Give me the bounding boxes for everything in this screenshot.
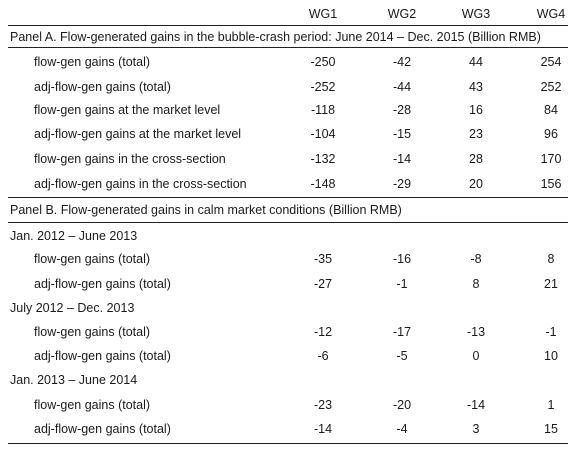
period-row: July 2012 – Dec. 2013 xyxy=(8,298,568,318)
panel-b-rule xyxy=(8,222,568,223)
cell-wg2: -1 xyxy=(396,277,408,291)
cell-wg1: -27 xyxy=(313,277,333,291)
row-label: flow-gen gains (total) xyxy=(34,252,151,266)
cell-wg3: 16 xyxy=(469,103,483,117)
table-row: flow-gen gains in the cross-section -132… xyxy=(8,149,568,169)
cell-wg3: -8 xyxy=(470,252,482,266)
cell-wg4: 84 xyxy=(544,103,558,117)
column-header-wg1: WG1 xyxy=(308,7,338,21)
cell-wg4: 252 xyxy=(540,80,562,94)
period-row: Jan. 2013 – June 2014 xyxy=(8,370,568,390)
column-header-wg4: WG4 xyxy=(536,7,566,21)
cell-wg4: 254 xyxy=(540,55,562,69)
table-row: adj-flow-gen gains in the cross-section … xyxy=(8,174,568,194)
cell-wg2: -44 xyxy=(392,80,412,94)
cell-wg4: 15 xyxy=(544,422,558,436)
table-row: flow-gen gains (total) -250 -42 44 254 xyxy=(8,52,568,72)
cell-wg4: 96 xyxy=(544,127,558,141)
cell-wg3: 8 xyxy=(472,277,480,291)
table-row: flow-gen gains (total) -23 -20 -14 1 xyxy=(8,395,568,415)
row-label: flow-gen gains (total) xyxy=(34,55,151,69)
cell-wg1: -118 xyxy=(310,103,336,117)
cell-wg3: 20 xyxy=(469,177,483,191)
cell-wg1: -35 xyxy=(313,252,333,266)
row-label: flow-gen gains at the market level xyxy=(34,103,221,117)
row-label: flow-gen gains (total) xyxy=(34,398,151,412)
cell-wg3: -13 xyxy=(466,325,486,339)
cell-wg4: -1 xyxy=(545,325,557,339)
cell-wg2: -16 xyxy=(392,252,412,266)
cell-wg4: 10 xyxy=(544,349,558,363)
cell-wg4: 156 xyxy=(540,177,562,191)
panel-b-title-row: Panel B. Flow-generated gains in calm ma… xyxy=(8,200,568,220)
row-label: flow-gen gains (total) xyxy=(34,325,151,339)
cell-wg3: -14 xyxy=(466,398,486,412)
cell-wg1: -23 xyxy=(313,398,333,412)
panel-b-title: Panel B. Flow-generated gains in calm ma… xyxy=(10,203,402,217)
row-label: adj-flow-gen gains (total) xyxy=(34,277,171,291)
cell-wg3: 23 xyxy=(469,127,483,141)
cell-wg2: -14 xyxy=(392,152,412,166)
row-label: adj-flow-gen gains in the cross-section xyxy=(34,177,247,191)
cell-wg3: 44 xyxy=(469,55,483,69)
cell-wg3: 3 xyxy=(472,422,480,436)
cell-wg1: -132 xyxy=(310,152,336,166)
cell-wg2: -17 xyxy=(392,325,412,339)
cell-wg4: 170 xyxy=(540,152,562,166)
period-label: Jan. 2012 – June 2013 xyxy=(10,229,138,243)
column-header-wg3: WG3 xyxy=(461,7,491,21)
table-row: adj-flow-gen gains (total) -27 -1 8 21 xyxy=(8,274,568,294)
panel-a-bottom-rule xyxy=(8,197,568,198)
table-row: flow-gen gains at the market level -118 … xyxy=(8,100,568,120)
header-rule xyxy=(8,25,568,26)
cell-wg4: 8 xyxy=(547,252,555,266)
panel-a-rule xyxy=(8,47,568,48)
table-row: adj-flow-gen gains at the market level -… xyxy=(8,124,568,144)
period-label: Jan. 2013 – June 2014 xyxy=(10,373,138,387)
period-label: July 2012 – Dec. 2013 xyxy=(10,301,135,315)
cell-wg1: -148 xyxy=(310,177,336,191)
row-label: adj-flow-gen gains at the market level xyxy=(34,127,242,141)
column-header-wg2: WG2 xyxy=(387,7,417,21)
table-bottom-rule xyxy=(8,443,568,444)
period-row: Jan. 2012 – June 2013 xyxy=(8,226,568,246)
row-label: adj-flow-gen gains (total) xyxy=(34,422,171,436)
cell-wg2: -20 xyxy=(392,398,412,412)
row-label: adj-flow-gen gains (total) xyxy=(34,80,171,94)
table-row: flow-gen gains (total) -12 -17 -13 -1 xyxy=(8,322,568,342)
header-row: WG1 WG2 WG3 WG4 xyxy=(8,4,568,24)
cell-wg2: -4 xyxy=(396,422,408,436)
row-label: adj-flow-gen gains (total) xyxy=(34,349,171,363)
cell-wg1: -104 xyxy=(310,127,336,141)
cell-wg2: -42 xyxy=(392,55,412,69)
cell-wg2: -29 xyxy=(392,177,412,191)
row-label: flow-gen gains in the cross-section xyxy=(34,152,226,166)
table-row: adj-flow-gen gains (total) -14 -4 3 15 xyxy=(8,419,568,439)
cell-wg1: -250 xyxy=(310,55,336,69)
table-row: flow-gen gains (total) -35 -16 -8 8 xyxy=(8,249,568,269)
cell-wg1: -14 xyxy=(313,422,333,436)
panel-a-title: Panel A. Flow-generated gains in the bub… xyxy=(10,30,541,44)
table-row: adj-flow-gen gains (total) -252 -44 43 2… xyxy=(8,77,568,97)
panel-a-title-row: Panel A. Flow-generated gains in the bub… xyxy=(8,27,568,47)
cell-wg4: 21 xyxy=(544,277,558,291)
cell-wg2: -15 xyxy=(392,127,412,141)
cell-wg4: 1 xyxy=(547,398,555,412)
cell-wg3: 43 xyxy=(469,80,483,94)
cell-wg3: 0 xyxy=(472,349,480,363)
cell-wg2: -28 xyxy=(392,103,412,117)
cell-wg1: -12 xyxy=(313,325,333,339)
cell-wg2: -5 xyxy=(396,349,408,363)
cell-wg1: -252 xyxy=(310,80,336,94)
cell-wg1: -6 xyxy=(317,349,329,363)
cell-wg3: 28 xyxy=(469,152,483,166)
table-row: adj-flow-gen gains (total) -6 -5 0 10 xyxy=(8,346,568,366)
